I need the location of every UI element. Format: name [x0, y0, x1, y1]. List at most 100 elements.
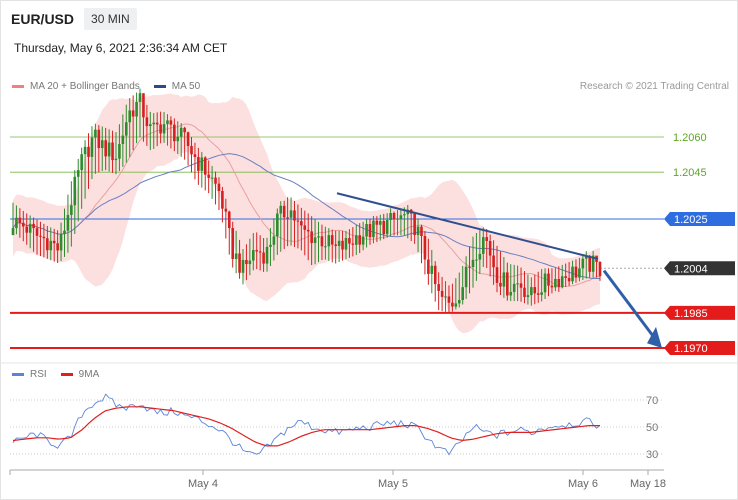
level-tag-1.1970 — [664, 341, 735, 355]
candle-body — [149, 124, 152, 127]
candle-body — [97, 129, 101, 149]
level-label-1.2060: 1.2060 — [673, 132, 707, 144]
candle-body — [437, 284, 440, 291]
candle-body — [87, 146, 90, 157]
legend-item-ma50: MA 50 — [153, 81, 201, 92]
candle-body — [186, 132, 190, 147]
level-tag-1.2004 — [664, 261, 735, 276]
level-label-1.1970: 1.1970 — [674, 343, 708, 355]
candle-body — [255, 250, 259, 252]
candle-body — [317, 236, 320, 238]
candle-body — [15, 217, 18, 229]
legend-label: MA 50 — [171, 81, 201, 92]
candle-body — [567, 277, 571, 282]
candle-body — [475, 259, 478, 261]
candle-body — [358, 235, 362, 245]
candle-body — [530, 287, 533, 296]
candle-body — [313, 237, 317, 244]
candle-body — [502, 272, 506, 287]
candle-body — [454, 303, 458, 307]
candle-body — [348, 238, 351, 244]
candle-body — [550, 285, 554, 288]
candle-body — [200, 157, 204, 171]
candle-body — [227, 211, 231, 229]
legend-swatch — [60, 373, 73, 376]
candle-body — [279, 205, 283, 214]
timestamp: Thursday, May 6, 2021 2:36:34 AM CET — [14, 41, 228, 55]
legend-item-ma20: MA 20 + Bollinger Bands — [12, 81, 140, 92]
candle-body — [547, 273, 550, 286]
candle-body — [488, 240, 492, 256]
candle-body — [124, 122, 128, 136]
candle-body — [440, 290, 444, 297]
candle-body — [399, 215, 403, 219]
rsi-tick-label: 30 — [646, 449, 658, 461]
candle-body — [560, 276, 564, 288]
candle-body — [526, 295, 530, 298]
candle-body — [310, 231, 313, 244]
candle-body — [427, 259, 430, 274]
candle-body — [523, 287, 526, 298]
candle-body — [152, 122, 156, 125]
candle-body — [162, 124, 166, 134]
candle-body — [481, 237, 485, 254]
candle-body — [303, 225, 307, 230]
projection-arrow — [602, 269, 657, 340]
candle-body — [578, 268, 581, 278]
candle-body — [519, 283, 523, 288]
candle-body — [574, 266, 578, 278]
candle-body — [447, 296, 451, 303]
candle-body — [83, 146, 87, 155]
candle-body — [155, 122, 159, 125]
candle-body — [251, 250, 255, 261]
candle-body — [543, 273, 547, 293]
candle-body — [289, 210, 293, 218]
candle-body — [214, 177, 217, 184]
candle-body — [354, 235, 358, 245]
candle-body — [351, 243, 355, 245]
candle-body — [221, 191, 224, 209]
candle-body — [293, 210, 296, 221]
candle-body — [272, 236, 276, 245]
candle-body — [100, 140, 104, 149]
candle-body — [492, 255, 495, 268]
candle-body — [46, 238, 49, 251]
candle-body — [166, 120, 169, 125]
candle-body — [330, 235, 334, 245]
candle-body — [104, 140, 107, 157]
candle-body — [59, 233, 63, 251]
candle-body — [56, 243, 59, 251]
legend-item-9ma: 9MA — [60, 369, 100, 380]
candle-body — [564, 276, 567, 278]
level-label-1.2045: 1.2045 — [673, 167, 707, 179]
candle-body — [217, 183, 221, 192]
candle-body — [21, 222, 25, 227]
timeframe-button[interactable]: 30 MIN — [84, 8, 137, 30]
candle-body — [248, 260, 252, 265]
candle-body — [282, 205, 286, 218]
candle-body — [179, 127, 183, 137]
candle-body — [76, 170, 80, 177]
candle-body — [265, 246, 269, 264]
chart-header: EUR/USD 30 MIN — [5, 7, 137, 31]
symbol-label[interactable]: EUR/USD — [11, 11, 75, 27]
candle-body — [403, 214, 406, 216]
candle-body — [516, 283, 519, 285]
candle-body — [52, 240, 56, 244]
candle-body — [392, 213, 396, 220]
candle-body — [183, 127, 186, 133]
x-tick-label: May 18 — [630, 478, 666, 490]
trend-line — [336, 192, 599, 260]
candle-body — [296, 220, 300, 222]
candle-body — [372, 220, 375, 238]
candle-body — [90, 137, 94, 157]
candle-body — [495, 267, 499, 283]
legend-label: 9MA — [78, 369, 100, 380]
candle-body — [121, 135, 125, 145]
candle-body — [193, 154, 197, 158]
candle-body — [598, 261, 602, 277]
x-tick-label: May 6 — [568, 478, 598, 490]
candle-body — [231, 228, 234, 259]
candle-body — [80, 154, 83, 171]
